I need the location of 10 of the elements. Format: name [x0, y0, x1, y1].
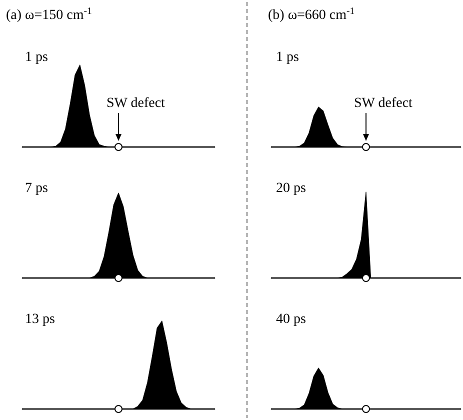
- text: 1 ps: [276, 50, 299, 65]
- chart-title: (b) ω=660 cm$^{-1}$: [268, 6, 355, 23]
- annotation: 7 ps: [25, 181, 48, 196]
- annotation: 1 ps: [25, 50, 48, 65]
- text: 40 ps: [276, 312, 306, 327]
- annotation: 20 ps: [276, 181, 306, 196]
- chart-title: (a) ω=150 cm$^{-1}$: [6, 6, 92, 23]
- annotation: SW defect: [106, 96, 166, 111]
- annotation: SW defect: [354, 96, 413, 111]
- annotation: 13 ps: [25, 312, 55, 327]
